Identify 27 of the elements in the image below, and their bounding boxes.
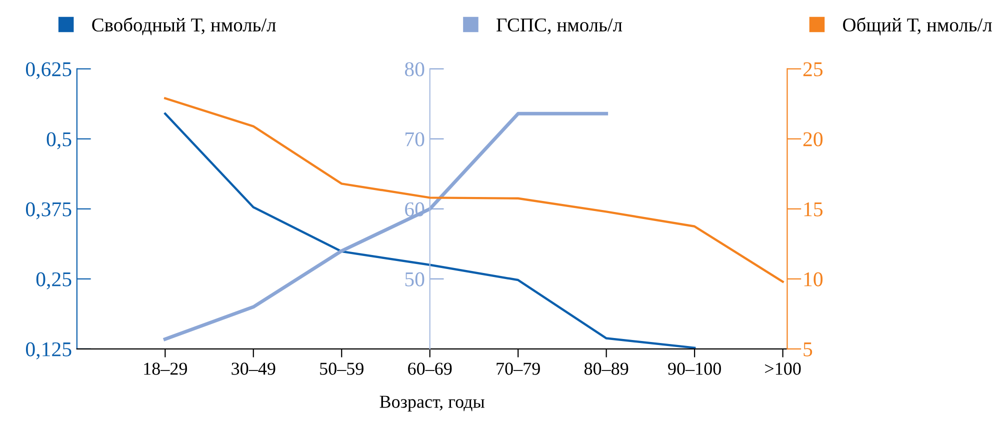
y2-tick-label: 80 <box>404 62 424 76</box>
x-tick-label: 50–59 <box>320 362 364 375</box>
line-series <box>163 112 608 341</box>
x-tick-label: 90–100 <box>668 362 721 375</box>
legend-label: ГСПС, нмоль/л <box>496 18 622 34</box>
y-tick-label: 0,25 <box>36 272 72 290</box>
x-tick-label: 30–49 <box>232 362 276 375</box>
y3-tick-label: 10 <box>804 272 823 286</box>
legend-label: Свободный Т, нмоль/л <box>92 17 276 36</box>
y2-tick-label: 70 <box>406 132 424 146</box>
x-tick-label: 80–89 <box>584 362 628 375</box>
x-tick-label: 70–79 <box>496 362 540 375</box>
x-tick-label: >100 <box>765 362 801 375</box>
y-tick-label: 0,375 <box>26 202 72 220</box>
y3-tick-label: 25 <box>803 62 823 76</box>
y3-tick-label: 15 <box>804 202 823 216</box>
x-tick-label: 60–69 <box>408 362 452 375</box>
y-tick-label: 0,125 <box>26 342 72 360</box>
y2-tick-label: 50 <box>405 272 424 286</box>
y-tick-label: 0,5 <box>46 132 72 150</box>
x-axis-title: Возраст, годы <box>380 396 484 412</box>
y3-tick-label: 20 <box>803 132 823 146</box>
x-tick-label: 18–29 <box>144 362 187 375</box>
line-series <box>164 112 696 349</box>
legend-label: Общий Т, нмоль/л <box>843 17 992 36</box>
y-tick-label: 0,625 <box>26 62 72 80</box>
y3-tick-label: 5 <box>804 342 812 356</box>
